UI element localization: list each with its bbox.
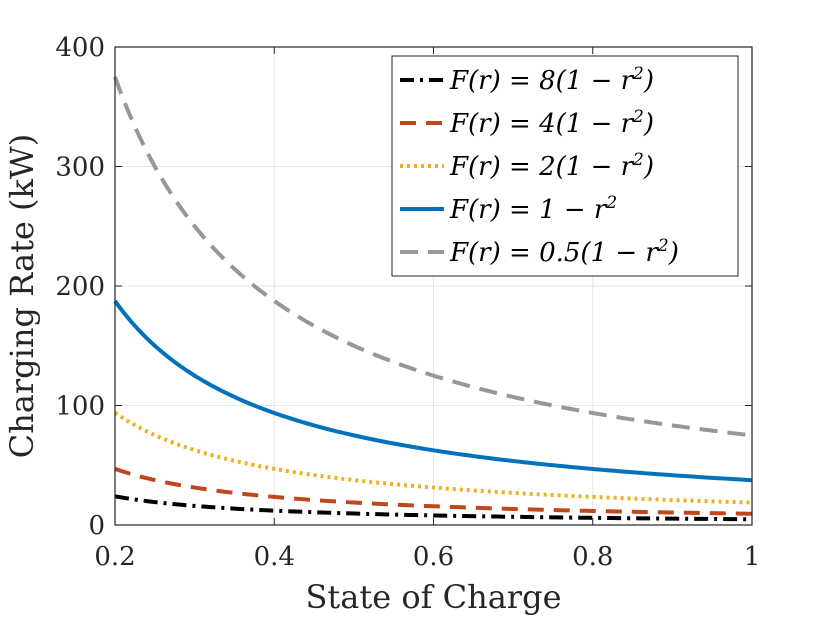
x-tick-label: 1 — [744, 542, 761, 572]
series-line-4 — [113, 299, 753, 483]
legend-entry-end: ) — [643, 109, 654, 139]
legend-entry-main: F(r) = 2(1 − r — [449, 152, 635, 182]
legend: F(r) = 8(1 − r2)F(r) = 4(1 − r2)F(r) = 2… — [391, 55, 739, 277]
legend-entry: F(r) = 4(1 − r2) — [449, 107, 654, 139]
y-axis-label: Charging Rate (kW) — [3, 134, 41, 459]
y-tick-label: 0 — [88, 511, 105, 541]
legend-entry-sup: 2 — [632, 150, 644, 170]
x-axis-label: State of Charge — [306, 578, 562, 616]
axis-ticks: 0.2 0.4 0.6 0.8 1 0 100 200 300 400 — [55, 33, 760, 572]
y-tick-label: 300 — [55, 153, 105, 183]
legend-entry-main: F(r) = 8(1 − r — [449, 66, 635, 96]
x-tick-label: 0.6 — [413, 542, 454, 572]
series-lines — [113, 76, 753, 522]
y-tick-label: 200 — [55, 272, 105, 302]
legend-box — [391, 55, 739, 277]
y-tick-label: 100 — [55, 392, 105, 422]
legend-entry-sup: 2 — [657, 236, 669, 256]
y-tick-label: 400 — [55, 33, 105, 63]
legend-entry-sup: 2 — [605, 193, 617, 213]
legend-entry-sup: 2 — [632, 64, 644, 84]
series-line-1 — [114, 494, 753, 522]
legend-entry-main: F(r) = 1 − r — [449, 195, 608, 225]
legend-entry: F(r) = 0.5(1 − r2) — [449, 236, 679, 268]
x-tick-label: 0.8 — [572, 542, 613, 572]
legend-entry-main: F(r) = 4(1 − r — [449, 109, 635, 139]
legend-entry-main: F(r) = 0.5(1 − r — [449, 238, 659, 268]
legend-entry-end: ) — [643, 152, 654, 182]
x-tick-label: 0.2 — [94, 542, 135, 572]
legend-entry: F(r) = 2(1 − r2) — [449, 150, 654, 182]
x-tick-label: 0.4 — [254, 542, 295, 572]
series-line-5 — [113, 76, 753, 438]
legend-entry: F(r) = 1 − r2 — [449, 193, 617, 225]
legend-entry-sup: 2 — [632, 107, 644, 127]
legend-entry: F(r) = 8(1 − r2) — [449, 64, 654, 96]
legend-entry-end: ) — [643, 66, 654, 96]
series-line-3 — [113, 411, 753, 505]
series-line-2 — [114, 466, 753, 516]
legend-entry-end: ) — [668, 238, 679, 268]
